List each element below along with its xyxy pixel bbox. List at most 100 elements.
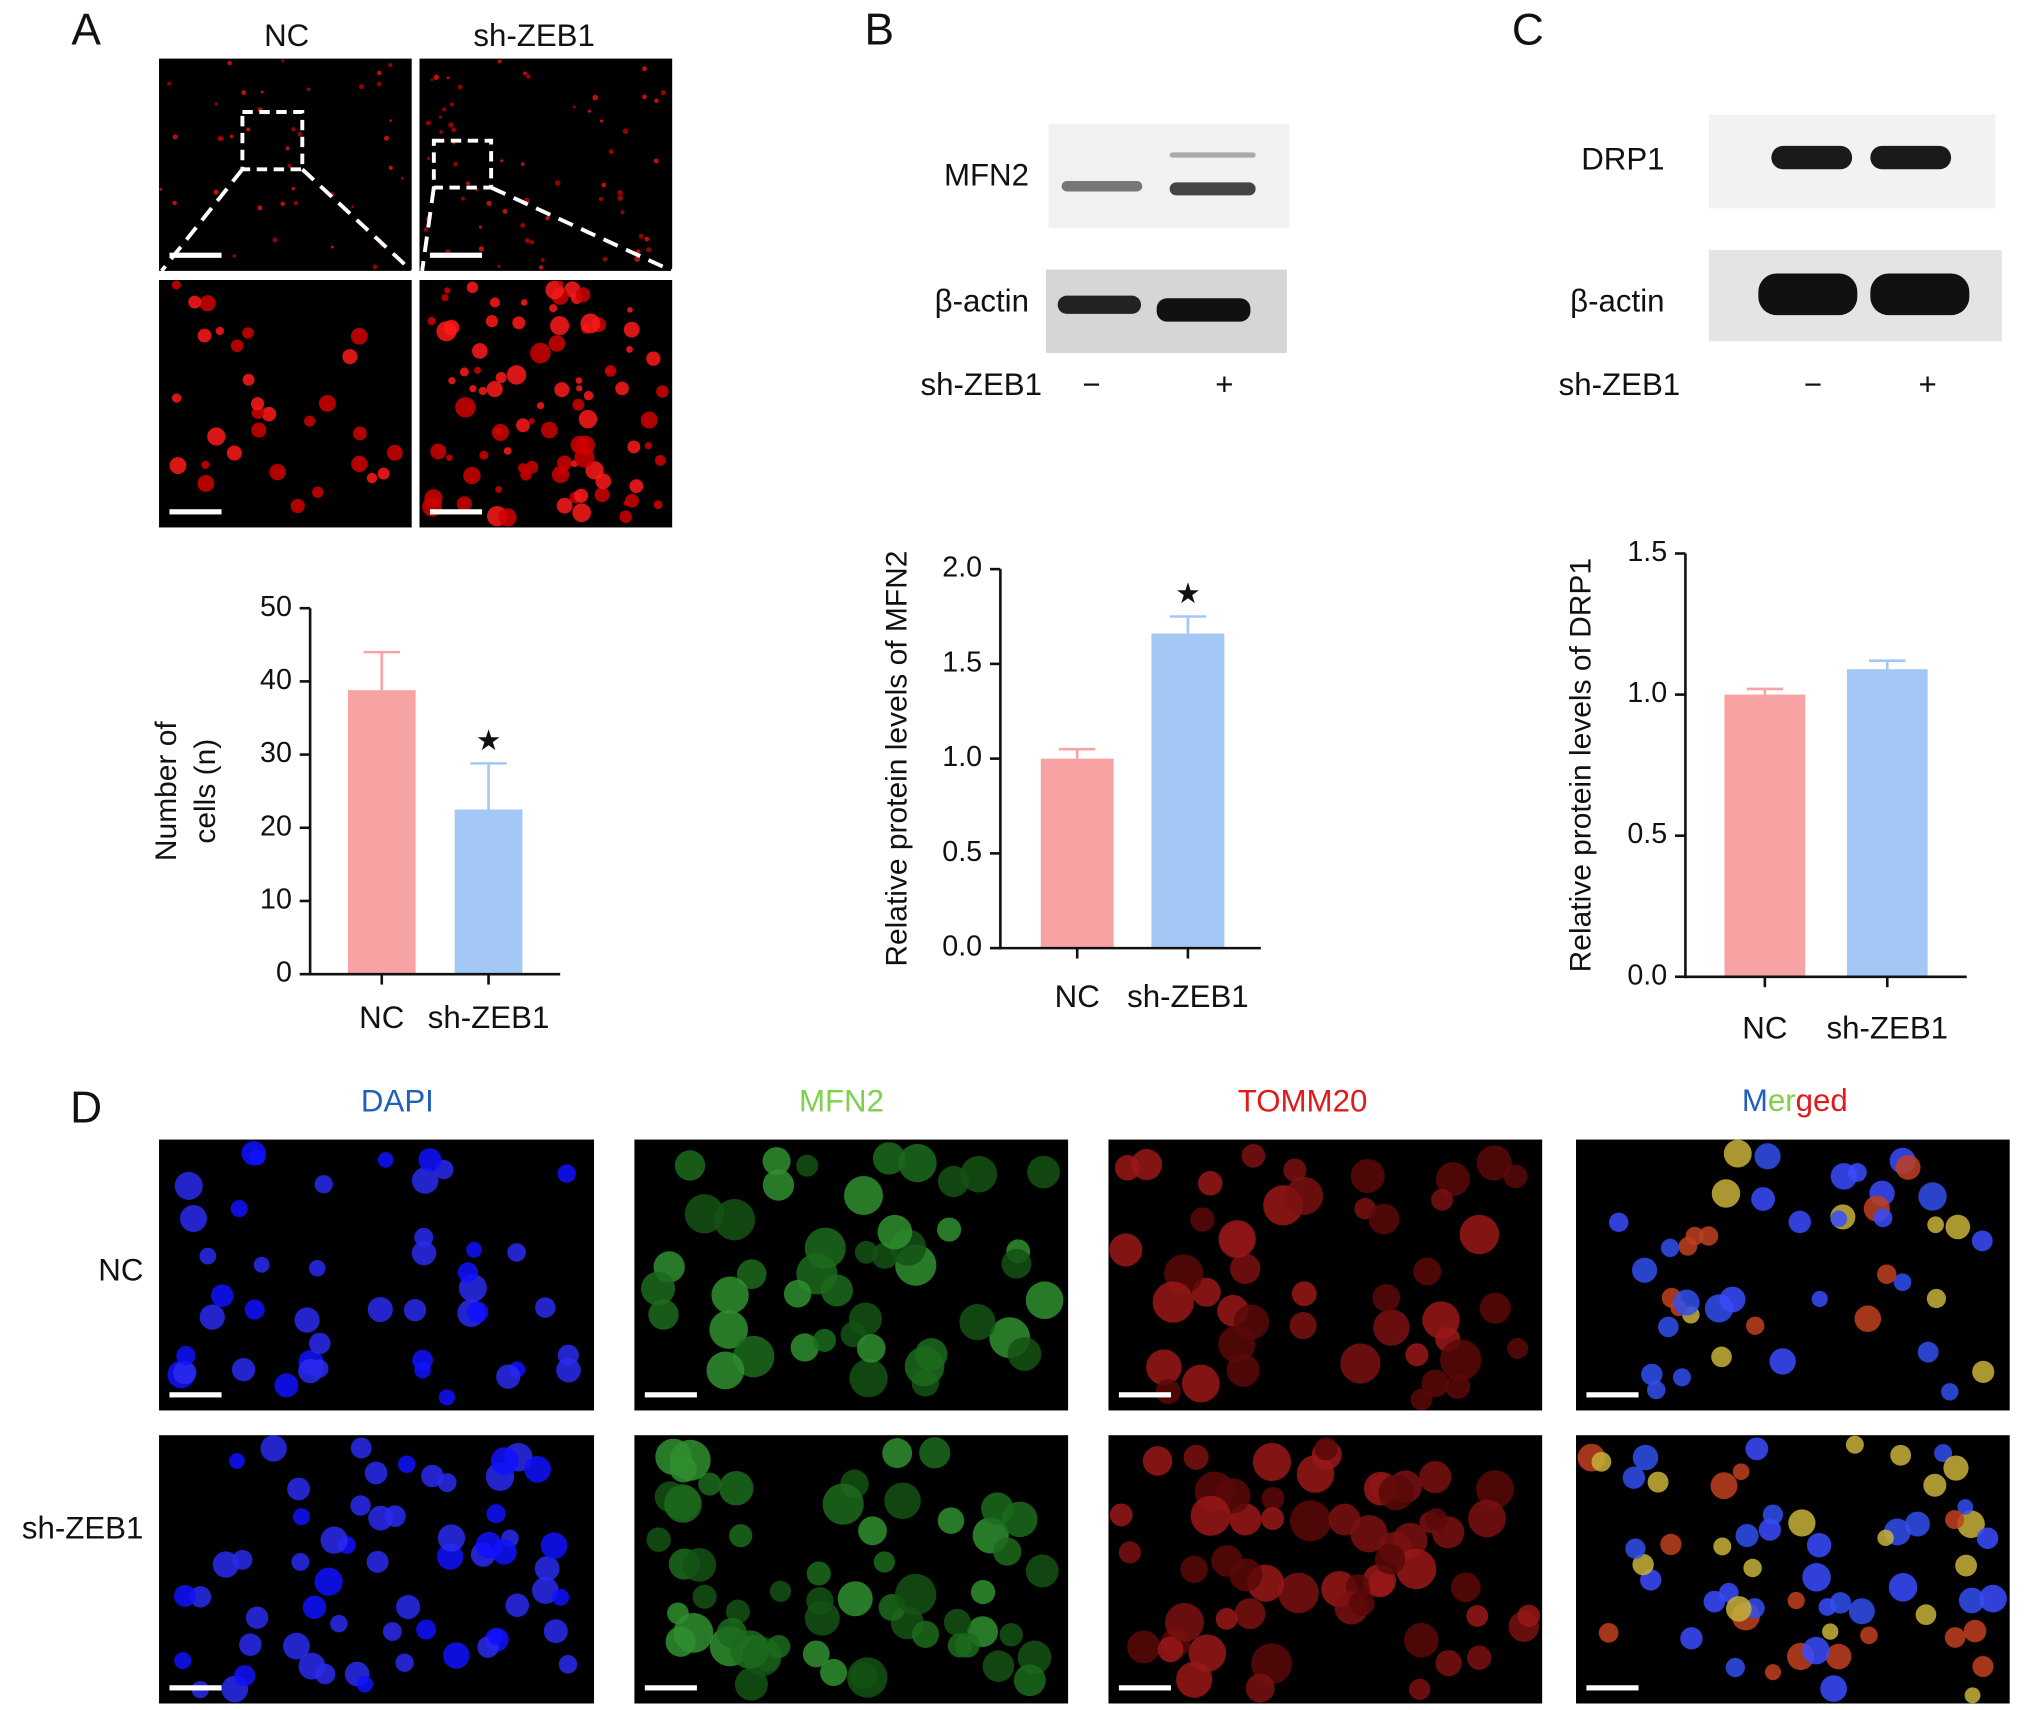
- cell: [1476, 1470, 1515, 1509]
- cell: [171, 393, 182, 403]
- cell: [1027, 1155, 1060, 1189]
- cell: [1340, 1343, 1381, 1384]
- cell: [249, 1149, 266, 1166]
- cell: [1283, 1158, 1307, 1182]
- cell: [981, 1492, 1014, 1525]
- cell: [837, 1581, 873, 1617]
- y-tick-label: 1.0: [942, 741, 982, 773]
- zoom-box: [240, 110, 305, 172]
- cell: [669, 1439, 711, 1481]
- cell: [384, 135, 390, 141]
- cell: [640, 411, 658, 429]
- cell: [578, 409, 598, 429]
- cell: [312, 486, 324, 498]
- cell: [617, 189, 623, 196]
- bar: [1151, 633, 1225, 949]
- cell: [314, 1567, 343, 1596]
- band: [1057, 295, 1142, 314]
- error-bar: [1169, 615, 1207, 634]
- cell: [1680, 1627, 1703, 1650]
- cell: [1180, 1555, 1208, 1584]
- cell: [232, 254, 237, 258]
- cell: [1419, 1461, 1452, 1494]
- cell: [762, 1147, 791, 1176]
- cell: [545, 216, 550, 221]
- cell: [512, 316, 526, 330]
- cell: [298, 1652, 326, 1680]
- band: [1169, 182, 1256, 196]
- cell: [309, 1259, 326, 1277]
- cell: [242, 327, 254, 339]
- blot-label: β-actin: [935, 284, 1029, 319]
- cell: [1945, 1510, 1965, 1530]
- cell: [1350, 1158, 1385, 1193]
- blot-label: MFN2: [944, 157, 1029, 192]
- cell: [531, 1577, 559, 1604]
- micrograph-bg: [159, 58, 412, 271]
- cell: [448, 122, 454, 128]
- cell: [698, 1472, 722, 1496]
- cell: [548, 335, 566, 352]
- micrograph-bg: [419, 58, 673, 271]
- cell: [1476, 1145, 1512, 1181]
- cell: [653, 158, 659, 164]
- cell: [306, 87, 311, 92]
- x-tick-label: sh-ZEB1: [1826, 1010, 1948, 1045]
- cell: [197, 328, 212, 343]
- cell: [524, 1455, 551, 1483]
- cell: [954, 1632, 980, 1658]
- micrograph: [1108, 1435, 1543, 1704]
- cell: [1829, 1592, 1852, 1614]
- cell: [297, 131, 303, 137]
- micrograph: [159, 1435, 595, 1704]
- micrograph: [419, 58, 673, 271]
- lane-label: +: [1919, 367, 1937, 402]
- cell: [244, 1299, 265, 1320]
- bar: [1040, 758, 1114, 949]
- cell: [397, 1455, 416, 1474]
- cell: [1142, 1446, 1173, 1476]
- cell: [269, 463, 286, 481]
- panel-label: C: [1512, 5, 1544, 54]
- cell: [1285, 1176, 1324, 1215]
- cell: [443, 1642, 470, 1669]
- cell: [1157, 1636, 1184, 1663]
- cell: [1723, 1139, 1752, 1168]
- cell: [634, 256, 640, 262]
- cell: [433, 74, 440, 81]
- y-tick-label: 0.0: [1627, 959, 1667, 991]
- cell: [455, 397, 476, 418]
- cell: [1025, 1281, 1064, 1320]
- cell: [594, 487, 610, 503]
- cell: [617, 195, 624, 202]
- cell: [1685, 1226, 1704, 1246]
- cell: [489, 297, 500, 308]
- cell: [388, 62, 393, 68]
- scale-bar: [1118, 1392, 1171, 1398]
- cell: [959, 1304, 996, 1341]
- cell: [646, 247, 652, 253]
- cell: [1971, 1230, 1993, 1252]
- cell: [1732, 1463, 1750, 1480]
- cell: [595, 473, 612, 490]
- cell: [188, 295, 202, 309]
- cell: [485, 315, 498, 328]
- cell: [1806, 1532, 1832, 1558]
- cell: [366, 472, 378, 484]
- image-title: sh-ZEB1: [473, 18, 595, 53]
- cell: [411, 1240, 437, 1266]
- cell: [1127, 1630, 1161, 1664]
- cell: [495, 372, 507, 384]
- cell: [729, 1524, 753, 1548]
- cell: [171, 280, 181, 290]
- cell: [497, 264, 501, 268]
- cell: [937, 1507, 965, 1534]
- cell: [330, 1614, 348, 1633]
- cell: [500, 159, 504, 163]
- cell: [1413, 1257, 1442, 1286]
- cell: [1713, 1537, 1732, 1556]
- cell: [904, 1346, 945, 1387]
- cell: [1378, 1474, 1414, 1511]
- cell: [505, 1593, 530, 1618]
- cell: [1893, 1273, 1912, 1292]
